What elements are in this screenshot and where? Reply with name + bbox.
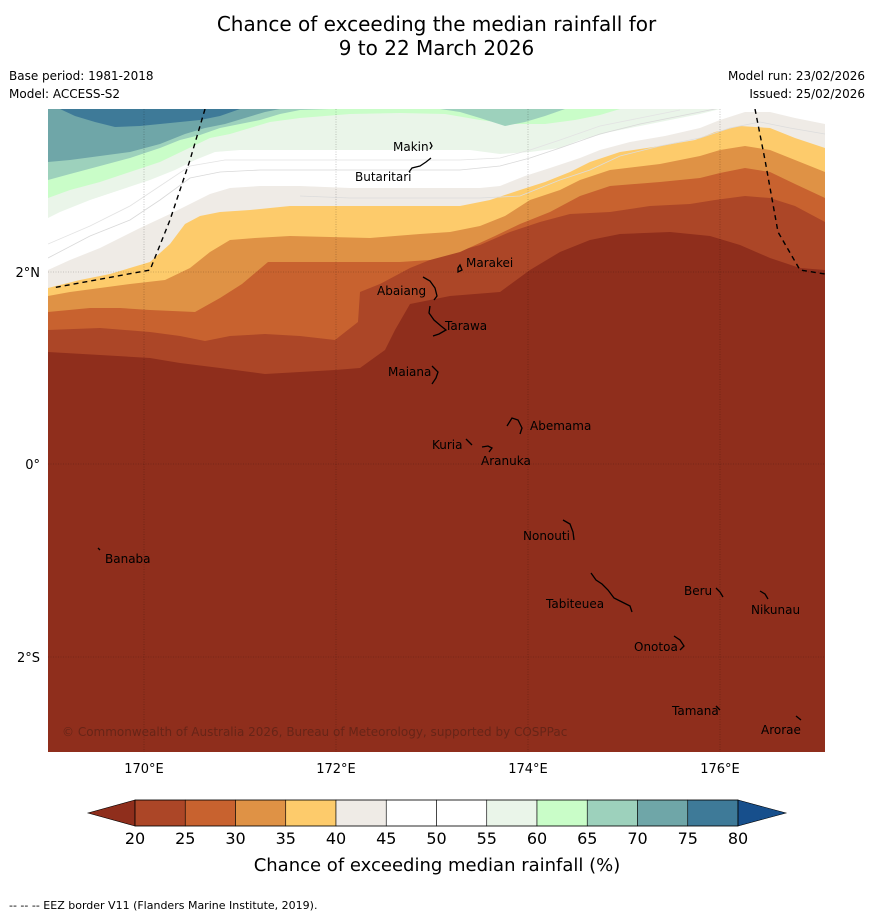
- island-makin: [429, 141, 433, 150]
- colorbar-tick-40: 40: [326, 829, 346, 848]
- island-maiana: [431, 365, 439, 385]
- band-75-80: [60, 109, 240, 127]
- colorbar-tick-25: 25: [175, 829, 195, 848]
- colorbar: 20 25 30 35 40 45 50 55 60 65 70 75 80 Chance of exc…: [86, 799, 788, 876]
- contour-line-50: [48, 109, 718, 259]
- meta-left: Base period: 1981-2018 Model: ACCESS-S2: [9, 67, 154, 103]
- colorbar-cell-20-25: [134, 799, 186, 827]
- colorbar-tick-65: 65: [577, 829, 597, 848]
- label-kuria: Kuria: [432, 438, 463, 452]
- label-aranuka: Aranuka: [481, 454, 531, 468]
- colorbar-frame: [134, 799, 739, 827]
- lat-label-0: 0°: [25, 458, 40, 473]
- lon-label-170e: 170°E: [124, 762, 164, 777]
- latitude-labels: 2°N 0° 2°S: [16, 266, 41, 666]
- label-beru: Beru: [684, 584, 712, 598]
- model-run: Model run: 23/02/2026: [727, 69, 865, 83]
- island-kuria: [465, 438, 473, 446]
- issued-date: Issued: 25/02/2026: [749, 87, 865, 101]
- label-marakei: Marakei: [466, 256, 513, 270]
- band-65-70-b: [440, 109, 565, 126]
- colorbar-cell-65-70: [586, 799, 638, 827]
- colorbar-tick-80: 80: [728, 829, 748, 848]
- island-aranuka: [481, 445, 493, 453]
- colorbar-tick-20: 20: [125, 829, 145, 848]
- title-line-2: 9 to 22 March 2026: [338, 36, 535, 60]
- label-banaba: Banaba: [105, 552, 151, 566]
- colorbar-under-arrow: [86, 799, 136, 827]
- longitude-labels: 170°E 172°E 174°E 176°E: [124, 762, 740, 777]
- island-butaritari: [408, 157, 432, 173]
- island-onotoa: [673, 635, 685, 651]
- map-title: Chance of exceeding the median rainfall …: [0, 12, 873, 60]
- colorbar-cell-40-45: [335, 799, 387, 827]
- lon-label-174e: 174°E: [508, 762, 548, 777]
- island-arorae: [795, 715, 802, 721]
- colorbar-cell-70-75: [637, 799, 689, 827]
- lon-label-176e: 176°E: [700, 762, 740, 777]
- colorbar-tick-50: 50: [426, 829, 446, 848]
- eez-legend-note: -- -- -- EEZ border V11 (Flanders Marine…: [9, 899, 318, 912]
- place-labels: Makin Butaritari Marakei Abaiang Tarawa …: [105, 140, 801, 737]
- island-abaiang: [422, 276, 438, 301]
- island-banaba: [97, 547, 101, 551]
- base-period: Base period: 1981-2018: [9, 69, 154, 83]
- label-makin: Makin: [393, 140, 429, 154]
- meta-right: Model run: 23/02/2026 Issued: 25/02/2026: [728, 67, 865, 103]
- colorbar-label: Chance of exceeding median rainfall (%): [254, 855, 621, 876]
- colorbar-tick-70: 70: [627, 829, 647, 848]
- colorbar-cell-50-55: [436, 799, 488, 827]
- colorbar-tick-30: 30: [225, 829, 245, 848]
- colorbar-ticks: 20 25 30 35 40 45 50 55 60 65 70 75 80: [125, 829, 748, 848]
- island-tamana: [715, 705, 721, 711]
- island-tarawa: [428, 305, 448, 337]
- contour-line-52: [48, 109, 681, 245]
- island-nikunau: [759, 590, 769, 600]
- island-marakei: [457, 263, 463, 274]
- colorbar-tick-45: 45: [376, 829, 396, 848]
- label-abaiang: Abaiang: [377, 284, 426, 298]
- model-name: Model: ACCESS-S2: [9, 87, 121, 101]
- lon-label-172e: 172°E: [316, 762, 356, 777]
- map-area: Makin Butaritari Marakei Abaiang Tarawa …: [48, 109, 825, 752]
- colorbar-tick-75: 75: [678, 829, 698, 848]
- lat-label-2s: 2°S: [17, 651, 40, 666]
- label-onotoa: Onotoa: [634, 640, 678, 654]
- colorbar-cells: [134, 799, 739, 827]
- label-nikunau: Nikunau: [751, 603, 800, 617]
- colorbar-cell-60-65: [536, 799, 588, 827]
- colorbar-cell-45-50: [385, 799, 437, 827]
- label-arorae: Arorae: [761, 723, 801, 737]
- label-tarawa: Tarawa: [444, 319, 487, 333]
- island-nonouti: [562, 519, 575, 541]
- band-55-60: [48, 109, 825, 218]
- graticule: [48, 109, 825, 752]
- colorbar-cell-25-30: [184, 799, 236, 827]
- title-line-1: Chance of exceeding the median rainfall …: [216, 12, 657, 36]
- label-butaritari: Butaritari: [355, 170, 412, 184]
- colorbar-cell-75-80: [687, 799, 739, 827]
- colorbar-over-arrow: [737, 799, 788, 827]
- contour-line-47: [299, 121, 825, 199]
- colorbar-cell-55-60: [486, 799, 538, 827]
- colorbar-cell-30-35: [235, 799, 287, 827]
- colorbar-tick-60: 60: [527, 829, 547, 848]
- colorbar-tick-55: 55: [477, 829, 497, 848]
- copyright-notice: © Commonwealth of Australia 2026, Bureau…: [62, 725, 567, 739]
- label-nonouti: Nonouti: [523, 529, 570, 543]
- label-tamana: Tamana: [671, 704, 719, 718]
- colorbar-cell-35-40: [285, 799, 337, 827]
- colorbar-tick-35: 35: [276, 829, 296, 848]
- island-beru: [715, 587, 724, 598]
- island-tabiteuea: [590, 572, 633, 613]
- label-maiana: Maiana: [388, 365, 431, 379]
- island-abemama: [506, 417, 523, 435]
- lat-label-2n: 2°N: [16, 266, 41, 281]
- islands: [97, 141, 802, 721]
- label-abemama: Abemama: [530, 419, 591, 433]
- label-tabiteuea: Tabiteuea: [545, 597, 604, 611]
